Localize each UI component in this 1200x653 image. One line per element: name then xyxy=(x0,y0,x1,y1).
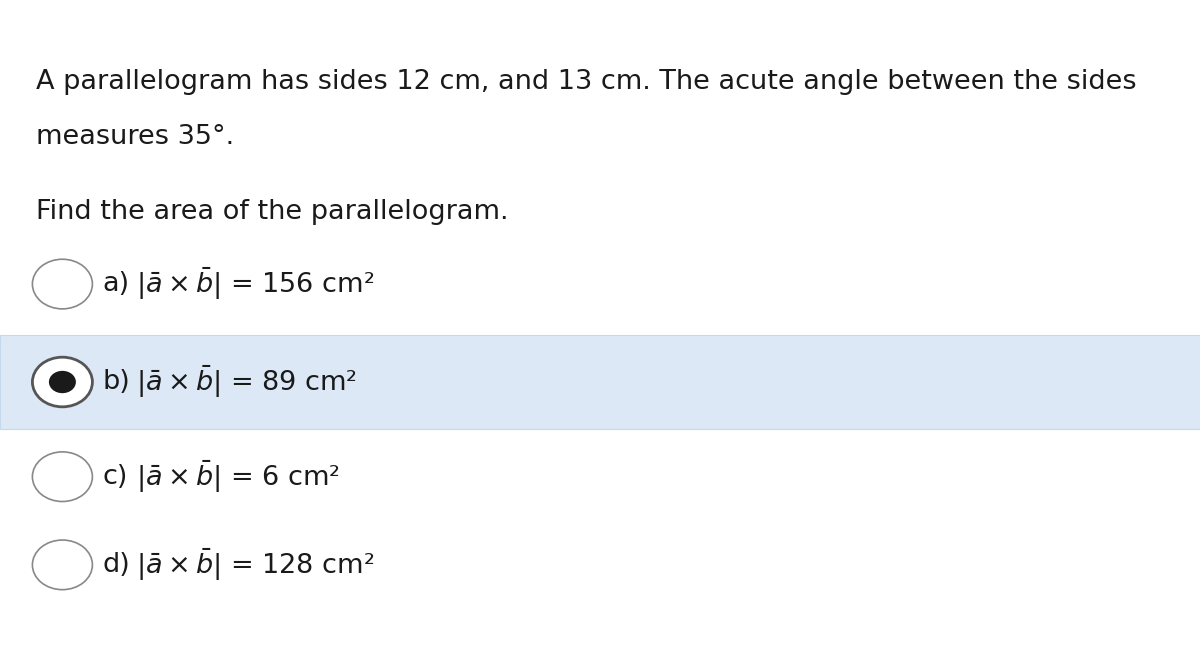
Text: $|\bar{a} \times \bar{b}|$ = 6 cm²: $|\bar{a} \times \bar{b}|$ = 6 cm² xyxy=(136,458,340,495)
Ellipse shape xyxy=(32,357,92,407)
Text: $|\bar{a} \times \bar{b}|$ = 89 cm²: $|\bar{a} \times \bar{b}|$ = 89 cm² xyxy=(136,364,356,400)
Text: $|\bar{a} \times \bar{b}|$ = 128 cm²: $|\bar{a} \times \bar{b}|$ = 128 cm² xyxy=(136,547,374,583)
Text: b): b) xyxy=(102,369,130,395)
Text: d): d) xyxy=(102,552,130,578)
Text: A parallelogram has sides 12 cm, and 13 cm. The acute angle between the sides: A parallelogram has sides 12 cm, and 13 … xyxy=(36,69,1136,95)
Text: a): a) xyxy=(102,271,130,297)
FancyBboxPatch shape xyxy=(0,335,1200,429)
Text: Find the area of the parallelogram.: Find the area of the parallelogram. xyxy=(36,199,509,225)
Text: measures 35°.: measures 35°. xyxy=(36,124,234,150)
Ellipse shape xyxy=(32,259,92,309)
Ellipse shape xyxy=(49,371,76,393)
Ellipse shape xyxy=(32,452,92,502)
Ellipse shape xyxy=(32,540,92,590)
Text: c): c) xyxy=(102,464,127,490)
Text: $|\bar{a} \times \bar{b}|$ = 156 cm²: $|\bar{a} \times \bar{b}|$ = 156 cm² xyxy=(136,266,374,302)
